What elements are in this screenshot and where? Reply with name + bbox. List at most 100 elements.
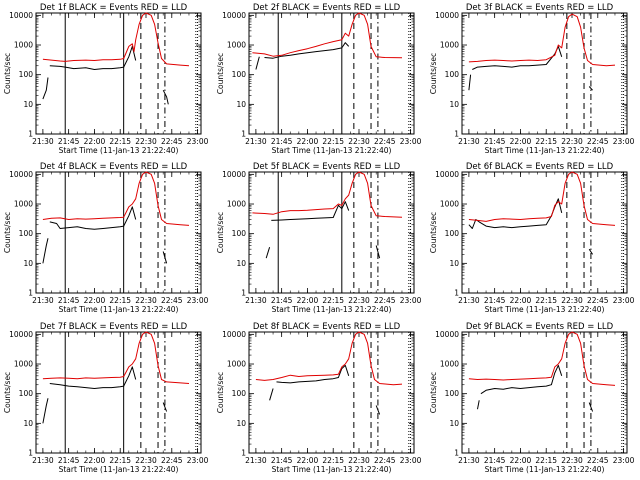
y-tick-label: 1000 bbox=[14, 41, 33, 50]
black-series-line bbox=[375, 405, 381, 415]
black-series-line bbox=[42, 238, 49, 264]
y-tick-label: 1000 bbox=[440, 360, 459, 369]
plot-frame bbox=[461, 171, 628, 294]
x-tick-label: 22:15 bbox=[322, 456, 344, 465]
y-tick-label: 1000 bbox=[227, 41, 246, 50]
red-series-line bbox=[255, 331, 403, 386]
plot-frame bbox=[248, 12, 415, 135]
x-tick-label: 23:00 bbox=[187, 296, 209, 305]
x-tick-label: 23:00 bbox=[400, 137, 422, 146]
x-tick-label: 22:30 bbox=[561, 456, 583, 465]
x-tick-label: 21:45 bbox=[58, 296, 80, 305]
x-tick-label: 21:30 bbox=[245, 137, 267, 146]
black-series-line bbox=[468, 74, 472, 91]
red-series-line bbox=[468, 13, 616, 67]
red-series-line bbox=[42, 12, 190, 67]
x-tick-label: 23:00 bbox=[400, 456, 422, 465]
y-tick-label: 1 bbox=[454, 449, 459, 458]
plot-frame bbox=[35, 331, 202, 454]
black-series-line bbox=[49, 206, 137, 230]
x-tick-label: 22:00 bbox=[297, 456, 319, 465]
x-tick-label: 22:00 bbox=[297, 296, 319, 305]
y-tick-label: 1 bbox=[241, 130, 246, 139]
x-tick-label: 21:45 bbox=[58, 456, 80, 465]
x-axis-label: Start Time (11-Jan-13 21:22:40) bbox=[485, 465, 605, 474]
panel-1: Det 1f BLACK = Events RED = LLD 1 10 100 100… bbox=[3, 3, 209, 155]
y-tick-label: 10 bbox=[449, 419, 459, 428]
panel-2: Det 2f BLACK = Events RED = LLD 1 10 100 100… bbox=[216, 3, 422, 155]
red-series-line bbox=[468, 331, 616, 386]
y-tick-label: 100 bbox=[19, 70, 34, 79]
x-tick-label: 22:30 bbox=[561, 137, 583, 146]
plot-frame bbox=[248, 331, 415, 454]
black-series-line bbox=[255, 56, 260, 70]
y-tick-label: 10000 bbox=[9, 170, 33, 179]
black-series-line bbox=[49, 366, 137, 389]
y-tick-label: 10000 bbox=[9, 11, 33, 20]
black-series-line bbox=[477, 400, 480, 410]
y-tick-label: 10 bbox=[23, 100, 33, 109]
y-axis-label: Counts/sec bbox=[429, 212, 438, 253]
x-axis-label: Start Time (11-Jan-13 21:22:40) bbox=[59, 305, 179, 314]
x-tick-label: 23:00 bbox=[613, 456, 635, 465]
x-tick-label: 22:30 bbox=[135, 456, 157, 465]
y-tick-label: 100 bbox=[232, 389, 247, 398]
x-axis-label: Start Time (11-Jan-13 21:22:40) bbox=[59, 146, 179, 155]
x-tick-label: 21:45 bbox=[271, 456, 293, 465]
y-tick-label: 100 bbox=[445, 70, 460, 79]
x-tick-label: 21:30 bbox=[32, 456, 54, 465]
panel-title: Det 1f BLACK = Events RED = LLD bbox=[40, 3, 188, 13]
black-series-line bbox=[468, 198, 563, 229]
x-tick-label: 21:30 bbox=[458, 137, 480, 146]
x-tick-label: 22:45 bbox=[161, 137, 183, 146]
black-series-line bbox=[269, 388, 274, 401]
y-tick-label: 10 bbox=[236, 259, 246, 268]
y-tick-label: 100 bbox=[232, 229, 247, 238]
y-axis-label: Counts/sec bbox=[429, 53, 438, 94]
y-axis-label: Counts/sec bbox=[3, 53, 12, 94]
x-tick-label: 21:30 bbox=[32, 137, 54, 146]
x-tick-label: 22:45 bbox=[161, 456, 183, 465]
red-series-line bbox=[252, 171, 403, 218]
x-axis-label: Start Time (11-Jan-13 21:22:40) bbox=[272, 465, 392, 474]
x-tick-label: 21:30 bbox=[458, 456, 480, 465]
y-tick-label: 1000 bbox=[227, 200, 246, 209]
x-tick-label: 22:45 bbox=[587, 296, 609, 305]
panel-7: Det 7f BLACK = Events RED = LLD 1 10 100 100… bbox=[3, 322, 209, 474]
x-tick-label: 23:00 bbox=[613, 137, 635, 146]
x-tick-label: 22:00 bbox=[84, 456, 106, 465]
y-axis-label: Counts/sec bbox=[3, 212, 12, 253]
y-tick-label: 1 bbox=[454, 289, 459, 298]
y-tick-label: 100 bbox=[19, 229, 34, 238]
black-series-line bbox=[480, 364, 563, 395]
y-tick-label: 1000 bbox=[440, 200, 459, 209]
y-axis-label: Counts/sec bbox=[216, 372, 225, 413]
x-tick-label: 21:30 bbox=[458, 296, 480, 305]
black-series-line bbox=[162, 89, 169, 105]
black-series-line bbox=[42, 77, 49, 100]
x-tick-label: 21:45 bbox=[484, 456, 506, 465]
panel-title: Det 4f BLACK = Events RED = LLD bbox=[40, 162, 188, 172]
red-series-line bbox=[252, 12, 403, 59]
y-tick-label: 1 bbox=[28, 449, 33, 458]
x-tick-label: 22:45 bbox=[587, 137, 609, 146]
x-tick-label: 22:30 bbox=[348, 296, 370, 305]
black-series-line bbox=[276, 364, 350, 384]
y-tick-label: 1 bbox=[28, 130, 33, 139]
y-tick-label: 1000 bbox=[14, 200, 33, 209]
y-tick-label: 100 bbox=[19, 389, 34, 398]
y-tick-label: 10000 bbox=[435, 170, 459, 179]
x-tick-label: 22:00 bbox=[510, 456, 532, 465]
y-tick-label: 10 bbox=[236, 100, 246, 109]
black-series-line bbox=[265, 247, 271, 259]
plot-frame bbox=[248, 171, 415, 294]
x-tick-label: 21:45 bbox=[271, 296, 293, 305]
x-tick-label: 21:30 bbox=[245, 296, 267, 305]
y-tick-label: 10 bbox=[23, 259, 33, 268]
y-axis-label: Counts/sec bbox=[216, 212, 225, 253]
x-axis-label: Start Time (11-Jan-13 21:22:40) bbox=[272, 146, 392, 155]
y-tick-label: 1000 bbox=[440, 41, 459, 50]
x-tick-label: 22:15 bbox=[109, 137, 131, 146]
y-axis-label: Counts/sec bbox=[3, 372, 12, 413]
